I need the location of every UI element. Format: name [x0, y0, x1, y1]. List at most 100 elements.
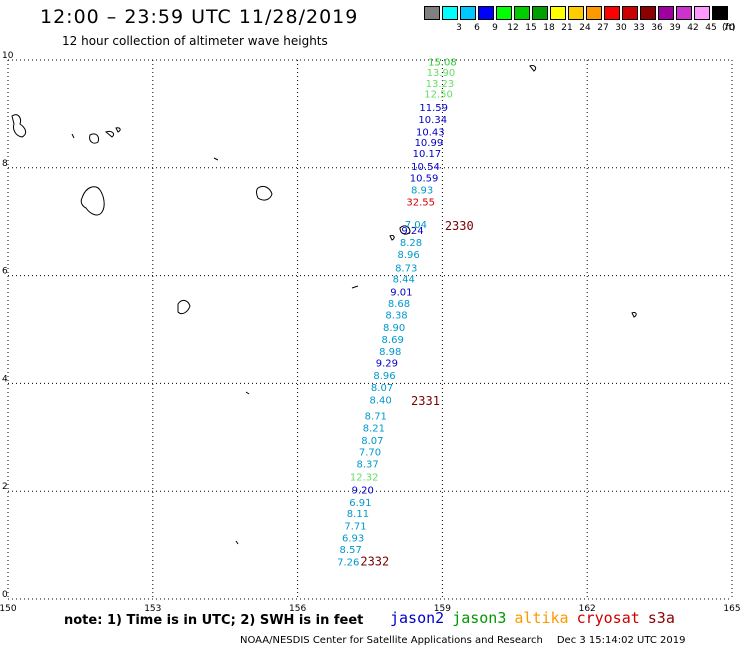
wave-height-value: 10.17: [413, 149, 442, 160]
legend-label: 6: [474, 23, 480, 33]
legend-label: 39: [669, 23, 681, 33]
wave-height-value: 10.99: [415, 138, 444, 149]
island-outline: [71, 133, 75, 139]
wave-height-value: 9.20: [352, 485, 374, 496]
legend-label: 18: [543, 23, 555, 33]
wave-height-value: 9.01: [390, 288, 412, 299]
legend-label: 70: [723, 23, 735, 33]
wave-height-value: 10.59: [410, 173, 439, 184]
map-title: 12:00 – 23:59 UTC 11/28/2019: [40, 6, 359, 28]
legend-swatch: [478, 6, 494, 20]
generation-timestamp: Dec 3 15:14:02 UTC 2019: [556, 635, 686, 646]
island-outline: [235, 540, 239, 545]
x-tick-label: 156: [289, 604, 306, 614]
footnote: note: 1) Time is in UTC; 2) SWH is in fe…: [64, 613, 364, 628]
wave-height-value: 9.24: [401, 226, 423, 237]
wave-height-value: 7.04: [405, 220, 427, 231]
wave-height-value: 8.38: [385, 311, 407, 322]
satellite-name: jason2: [390, 609, 445, 627]
y-tick-label: 0: [2, 590, 8, 600]
island-outline: [389, 235, 395, 241]
wave-height-value: 8.98: [379, 347, 401, 358]
wave-height-value: 10.54: [411, 162, 440, 173]
legend-label: 9: [492, 23, 498, 33]
satellite-name: altika: [514, 609, 569, 627]
satellite-name: cryosat: [576, 609, 640, 627]
wave-height-value: 10.34: [418, 115, 447, 126]
legend-swatch: [442, 6, 458, 20]
x-tick-label: 165: [723, 604, 740, 614]
legend-label: 33: [633, 23, 645, 33]
legend-swatch: [694, 6, 710, 20]
legend-swatch: [658, 6, 674, 20]
island-outline: [177, 299, 191, 315]
legend-label: 27: [597, 23, 609, 33]
pass-number-label: 2332: [360, 555, 389, 569]
wave-height-value: 8.37: [356, 459, 378, 470]
lat-lon-grid: [7, 59, 733, 600]
legend-swatch: [424, 6, 440, 20]
wave-height-value: 8.69: [382, 335, 404, 346]
legend-label: 36: [651, 23, 663, 33]
wave-height-value: 8.73: [395, 263, 417, 274]
satellite-key: jason2 jason3 altika cryosat s3a: [390, 609, 683, 627]
legend-swatch: [622, 6, 638, 20]
x-tick-label: 153: [144, 604, 161, 614]
wave-height-value: 8.40: [369, 395, 391, 406]
island-outline: [104, 131, 115, 138]
legend-label: 15: [525, 23, 537, 33]
wave-height-value: 9.29: [376, 359, 398, 370]
legend-swatch: [676, 6, 692, 20]
wave-height-value: 6.93: [342, 533, 364, 544]
wave-height-value: 12.32: [350, 472, 379, 483]
wave-height-value: 8.96: [397, 250, 419, 261]
legend-swatch: [532, 6, 548, 20]
island-outline: [256, 185, 273, 201]
map-subtitle: 12 hour collection of altimeter wave hei…: [62, 34, 328, 48]
satellite-name: s3a: [647, 609, 675, 627]
legend-label: 45: [705, 23, 717, 33]
wave-height-value: 8.71: [365, 412, 387, 423]
wave-height-value: 8.07: [371, 383, 393, 394]
wave-height-value: 7.71: [344, 521, 366, 532]
island-outline: [80, 186, 105, 216]
wave-height-value: 8.21: [363, 423, 385, 434]
legend-swatch: [550, 6, 566, 20]
wave-height-value: 13.23: [426, 79, 455, 90]
legend-swatch: [712, 6, 728, 20]
coastlines: [11, 65, 637, 545]
y-tick-label: 10: [2, 51, 14, 61]
legend-swatch: [496, 6, 512, 20]
pass-number-label: 2330: [445, 219, 474, 233]
island-outline: [89, 133, 99, 144]
island-outline: [529, 65, 537, 72]
credit-line: NOAA/NESDIS Center for Satellite Applica…: [240, 635, 685, 646]
wave-height-value: 8.11: [347, 509, 369, 520]
island-outline: [213, 157, 219, 161]
wave-height-value: 7.70: [359, 448, 381, 459]
y-tick-label: 4: [2, 374, 8, 384]
legend-unit: (ft): [722, 23, 736, 33]
legend-swatch: [604, 6, 620, 20]
wave-height-value: 8.96: [373, 371, 395, 382]
legend-label: 3: [456, 23, 462, 33]
legend-label: 30: [615, 23, 627, 33]
wave-height-value: 8.07: [361, 436, 383, 447]
island-outline: [351, 285, 359, 289]
wave-height-value: 11.59: [419, 103, 448, 114]
wave-height-value: 12.50: [424, 90, 453, 101]
legend-label: 21: [561, 23, 573, 33]
wave-height-value: 8.57: [340, 545, 362, 556]
wave-height-value: 8.68: [388, 299, 410, 310]
y-tick-label: 2: [2, 482, 8, 492]
legend-swatch: [514, 6, 530, 20]
island-outline: [245, 391, 250, 395]
legend-swatch: [586, 6, 602, 20]
island-outline: [399, 225, 411, 235]
island-outline: [631, 312, 637, 318]
wave-height-value: 15.08: [428, 57, 457, 68]
agency-credit: NOAA/NESDIS Center for Satellite Applica…: [240, 635, 543, 646]
y-tick-label: 6: [2, 267, 8, 277]
wave-height-value: 8.93: [411, 186, 433, 197]
island-outline: [115, 127, 121, 133]
